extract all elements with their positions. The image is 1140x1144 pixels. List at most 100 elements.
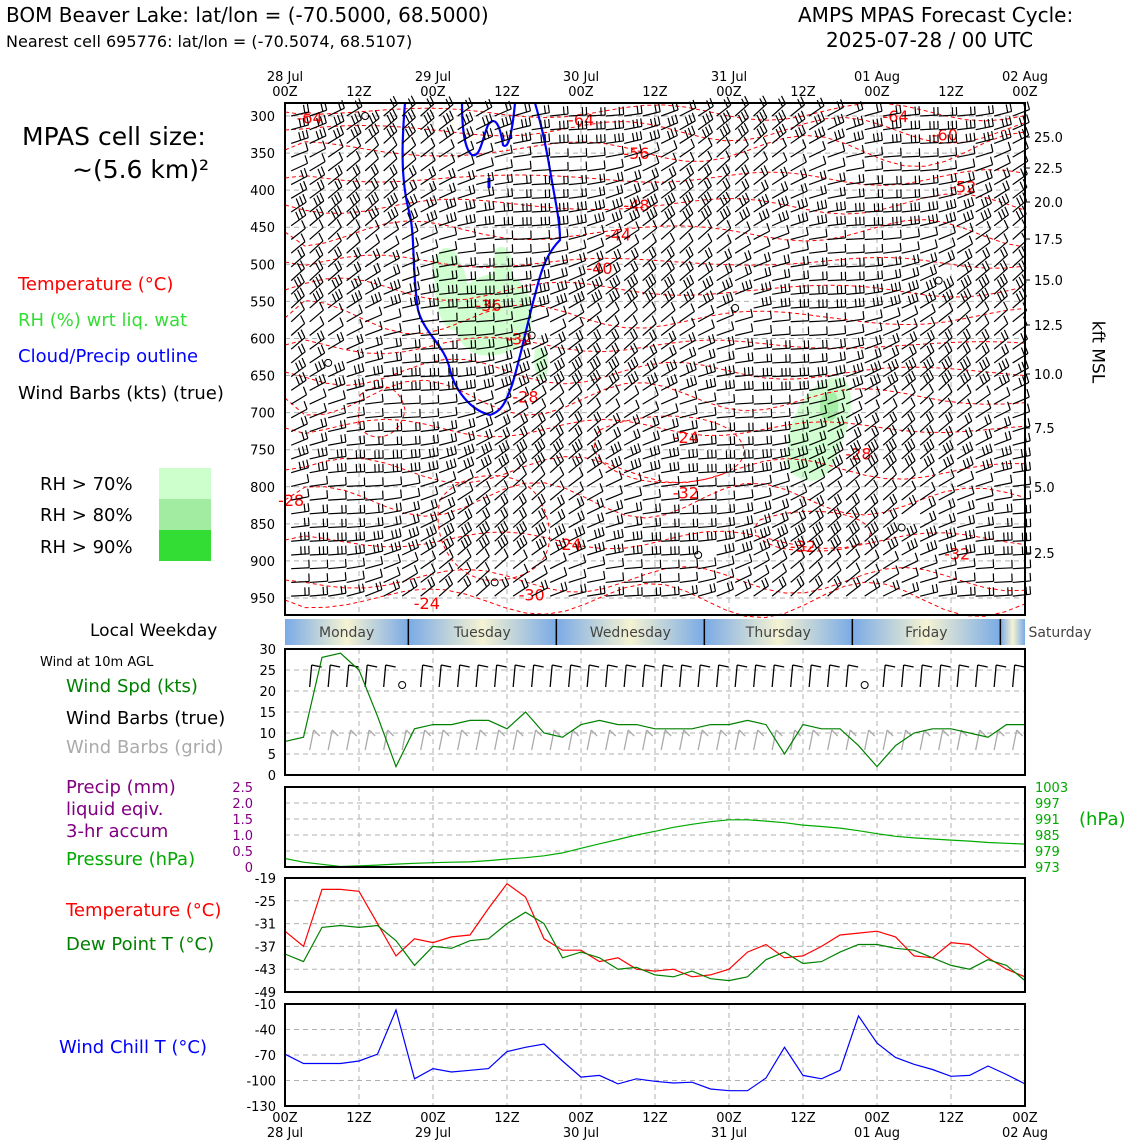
calm-wind-circle (732, 305, 739, 312)
wind-barb-flag (703, 281, 706, 289)
wind-barb-flag (536, 541, 539, 549)
wind-barb-flag (633, 546, 634, 554)
wind-barb (643, 595, 661, 596)
wind-barb-flag (767, 223, 770, 231)
wind-barb-flag (315, 364, 318, 372)
wind-barb (513, 252, 531, 253)
wind-barb-flag (971, 471, 973, 479)
wind-barb-flag (932, 496, 935, 504)
wind-barb-flag (820, 172, 822, 180)
wind-barb-flag (640, 487, 642, 495)
wind-barb-flag (659, 474, 660, 482)
wind-barb-flag (471, 257, 472, 265)
wind-barb-flag (872, 428, 876, 436)
wind-barb-flag (896, 270, 897, 278)
wind-barb (994, 581, 1012, 582)
wind-barb-flag (452, 168, 455, 176)
wind-barb-flag (549, 133, 550, 141)
wind-barb-flag (658, 117, 660, 125)
wind-barb-flag (856, 549, 860, 557)
wind-barb-flag (997, 280, 1001, 288)
wind-barb-flag (770, 462, 771, 470)
wind-barb (587, 550, 604, 555)
wind-barb-flag (730, 292, 733, 300)
wind-barb-flag (731, 581, 733, 589)
wind-barb-flag (598, 529, 600, 537)
wind-barb (994, 111, 1011, 116)
wind-barb-flag (566, 267, 568, 275)
wind-barb (809, 164, 826, 171)
wind-barb (384, 588, 400, 596)
wind-barb-flag (519, 496, 523, 504)
wind-barb-flag (686, 263, 690, 271)
wind-barb-flag (371, 296, 374, 304)
wind-barb-flag (302, 358, 306, 366)
wind-barb-flag (623, 572, 624, 580)
wind-barb-flag (795, 527, 798, 535)
wind-barb-flag (637, 545, 638, 553)
wind-barb-flag (815, 131, 818, 139)
wind-barb (587, 579, 605, 583)
wind-barb (328, 540, 346, 541)
wind-barb-flag (900, 119, 901, 127)
wind-barb-flag (300, 274, 304, 282)
wind-barb-flag (585, 201, 586, 209)
pressure-tick-label: 300 (250, 110, 275, 125)
wind-barb-flag (745, 464, 746, 472)
wind-barb-flag (882, 161, 883, 169)
y-tick-label: -100 (246, 1075, 276, 1090)
wind-barb-flag (787, 240, 789, 248)
wind-barb-flag (860, 285, 861, 293)
true-wind-barb (513, 665, 525, 687)
wind-barb-flag (345, 434, 346, 442)
bottom-date-label: 02 Aug (1002, 1126, 1048, 1140)
wind-barb (1013, 498, 1031, 500)
wind-barb-flag (1028, 404, 1030, 412)
wind-barb-flag (869, 541, 873, 549)
wind-barb (402, 318, 420, 321)
wind-barb-flag (303, 131, 305, 139)
wind-barb (310, 396, 326, 404)
wind-barb-flag (927, 442, 931, 450)
wind-barb-flag (562, 524, 565, 532)
wind-barb-flag (745, 179, 749, 187)
wind-barb-flag (788, 254, 790, 262)
wind-barb (550, 128, 568, 129)
wind-barb (772, 334, 790, 335)
wind-barb-flag (752, 489, 753, 497)
wind-barb-flag (427, 528, 430, 536)
wind-barb-flag (399, 528, 401, 536)
wind-barb (957, 128, 975, 130)
wind-barb-flag (306, 445, 308, 453)
wind-barb-flag (781, 169, 784, 177)
wind-barb (402, 245, 418, 253)
calm-wind-circle (399, 682, 406, 689)
wind-barb-flag (992, 118, 993, 126)
wind-barb-flag (301, 418, 304, 426)
wind-barb-flag (623, 587, 624, 595)
true-wind-barb (550, 665, 562, 687)
wind-barb-flag (602, 527, 604, 535)
wind-barb-flag (931, 330, 935, 338)
wind-barb (384, 331, 401, 335)
wind-barb (772, 248, 789, 254)
true-wind-barb (754, 665, 766, 687)
wind-barb-flag (492, 378, 494, 386)
wind-barb-flag (433, 284, 434, 292)
wind-barb-flag (963, 345, 967, 353)
wind-barb-flag (930, 357, 934, 365)
wind-barb-flag (908, 428, 912, 436)
wind-barb (310, 455, 328, 459)
wind-barb-flag (985, 546, 986, 554)
wind-barb-flag (418, 488, 419, 496)
pressure-tick-label: 979 (1035, 845, 1060, 860)
wind-barb-flag (859, 298, 860, 306)
wind-barb-flag (521, 119, 522, 127)
wind-barb (643, 468, 660, 473)
wind-barb-flag (564, 306, 567, 314)
wind-barb-flag (581, 511, 584, 519)
wind-barb-flag (419, 325, 420, 333)
wind-barb-flag (837, 521, 841, 529)
wind-barb-flag (612, 359, 616, 367)
pressure-tick-label: 997 (1035, 797, 1060, 812)
